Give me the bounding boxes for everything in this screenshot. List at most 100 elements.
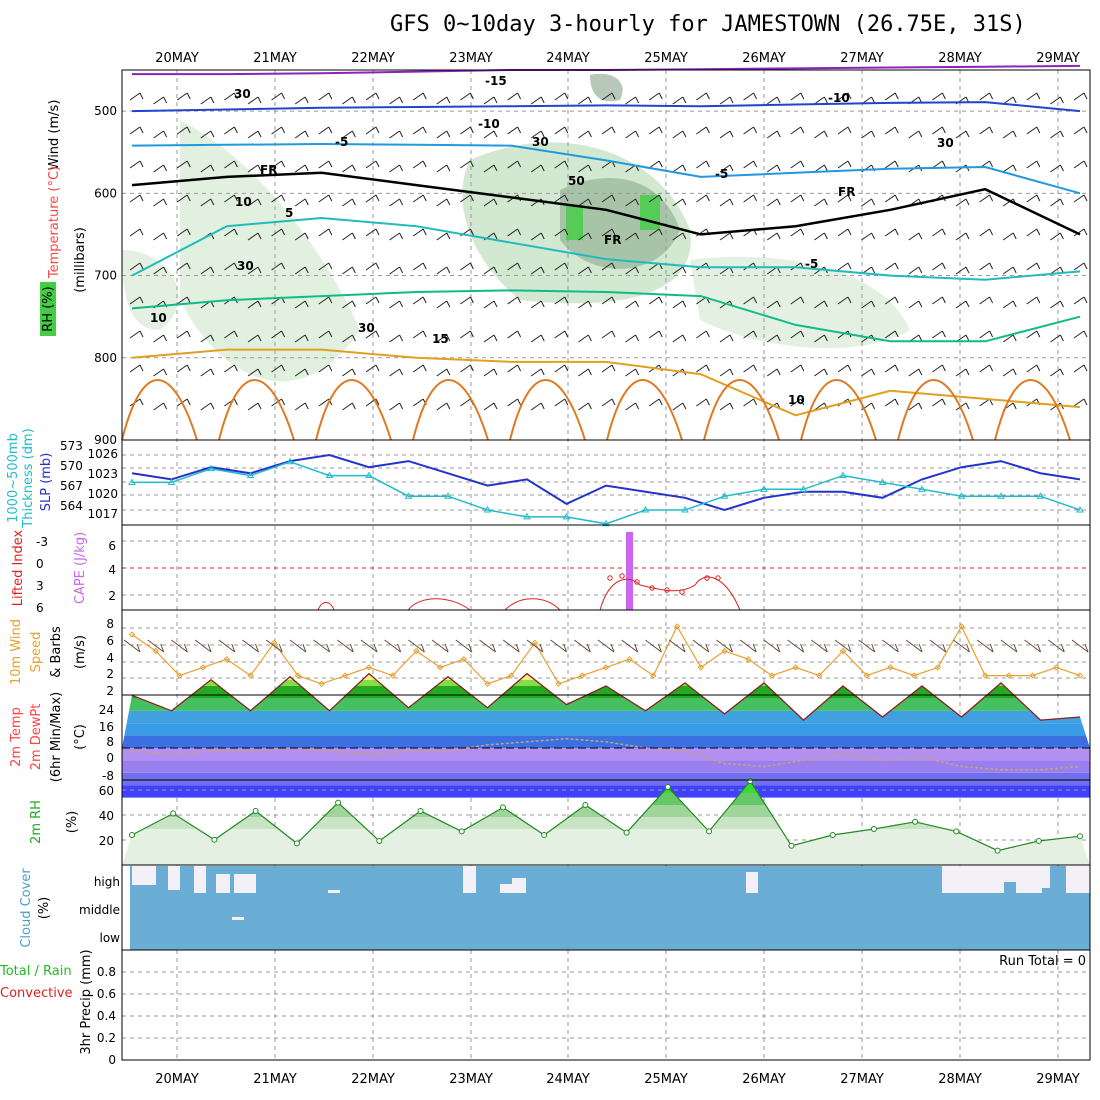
temp-band	[122, 679, 1090, 686]
thickness-marker	[1036, 492, 1045, 499]
cloud-gap	[328, 890, 340, 893]
thickness-marker	[602, 519, 610, 527]
y-tick-left: -3	[36, 535, 48, 549]
temp-band	[122, 723, 1090, 736]
ylabel-2m-dewpt: 2m DewPt	[29, 704, 44, 771]
li-marker	[649, 585, 655, 591]
y-tick-right: 1017	[87, 507, 118, 521]
y-tick: 0.4	[97, 1009, 116, 1023]
rh-marker	[582, 802, 589, 808]
ylabel-2m-rh: 2m RH	[29, 800, 44, 844]
cloud-gap	[216, 874, 230, 893]
rh-legend-box	[40, 282, 56, 336]
rh-shade	[180, 120, 360, 382]
ylabel-slp: SLP (mb)	[39, 453, 54, 512]
cloud-gap	[746, 872, 758, 893]
rh-shade	[690, 256, 910, 349]
y-tick: 800	[94, 351, 117, 365]
ylabel-cloud-cover: Cloud Cover	[19, 868, 34, 948]
temp-band	[122, 710, 1090, 724]
thickness-marker	[760, 485, 768, 492]
contour-label: 15	[432, 332, 449, 346]
y-tick: 600	[94, 186, 117, 200]
rh-marker	[211, 836, 218, 843]
date-label-bottom: 27MAY	[840, 1072, 884, 1087]
y-tick: 2	[106, 684, 114, 698]
thickness-marker	[799, 485, 808, 492]
li-marker	[619, 573, 625, 579]
rh-marker	[953, 828, 960, 835]
thickness-marker	[483, 506, 492, 513]
ylabel-barbs: & Barbs	[49, 626, 64, 678]
y-tick: 8	[106, 735, 114, 749]
wind-speed-marker	[152, 647, 159, 655]
thickness-marker	[246, 471, 255, 479]
cloud-gap	[463, 866, 476, 893]
y-tick: 500	[94, 104, 117, 118]
ylabel-convective: Convective	[0, 986, 73, 1001]
rh-marker	[417, 808, 424, 814]
date-label-top: 23MAY	[449, 51, 493, 66]
y-tick-right: 6	[108, 539, 116, 553]
date-label-top: 21MAY	[253, 51, 297, 66]
rh-marker	[747, 778, 754, 784]
y-tick-left: 0	[36, 557, 44, 571]
isotherm-15	[131, 348, 1081, 417]
thickness-marker	[878, 478, 887, 485]
cloud-gap	[1016, 866, 1042, 893]
wind-speed-marker	[531, 639, 539, 647]
ylabel-lifted-index: Lifted Index	[11, 529, 26, 606]
y-tick: 0.6	[97, 987, 116, 1001]
panel-frame	[121, 949, 1091, 1061]
contour-label: 30	[237, 259, 254, 273]
ylabel-thickness-2: Thickness (dm)	[21, 428, 36, 528]
ylabel-thickness-1: 1000~500mb	[6, 433, 21, 523]
wind-speed-marker	[579, 672, 586, 679]
date-label-bottom: 23MAY	[449, 1072, 493, 1087]
rh-marker	[788, 842, 795, 849]
wind-speed-marker	[626, 655, 633, 663]
wind-speed-marker	[816, 672, 823, 679]
wind-speed-marker	[1053, 664, 1060, 671]
isotherm-FR	[131, 171, 1081, 236]
dewpt-band	[122, 785, 1090, 798]
li-marker	[664, 587, 670, 593]
run-total-label: Run Total = 0	[999, 954, 1086, 969]
rh-marker	[499, 804, 506, 811]
thickness-marker	[523, 512, 531, 520]
wind-speed-marker	[460, 655, 468, 663]
wind-speed-marker	[436, 664, 444, 671]
contour-label: 5	[285, 206, 293, 220]
y-tick-left: 3	[36, 579, 44, 593]
cloud-gap	[194, 866, 206, 893]
y-tick: 0	[108, 1053, 116, 1067]
contour-label: 30	[532, 135, 549, 149]
rh-marker	[623, 829, 630, 836]
y-tick-left: 564	[60, 499, 83, 513]
contour-label: -10	[828, 91, 850, 105]
cloud-gap	[512, 878, 526, 893]
rh-shade	[590, 73, 623, 102]
wind10-barbs	[123, 639, 1089, 653]
y-tick-left: 567	[60, 479, 83, 493]
rh-marker	[335, 799, 342, 806]
thickness-marker	[167, 478, 176, 485]
wind-speed-marker	[981, 672, 989, 679]
lifted-index-line	[317, 576, 741, 611]
contour-label: FR	[260, 163, 277, 177]
rh-marker	[458, 828, 465, 835]
wind-speed-marker	[1029, 672, 1036, 679]
date-label-bottom: 22MAY	[351, 1072, 395, 1087]
y-tick: 16	[99, 720, 114, 734]
date-label-bottom: 26MAY	[742, 1072, 786, 1087]
wind-speed-marker	[958, 623, 965, 630]
li-marker	[607, 575, 613, 581]
li-marker	[704, 575, 710, 581]
date-label-top: 22MAY	[351, 51, 395, 66]
wind-speed-marker	[602, 664, 610, 671]
y-tick: 0	[106, 751, 114, 765]
contour-label: 30	[234, 87, 251, 101]
contour-label: -5	[335, 135, 348, 149]
y-tick: 900	[94, 433, 117, 447]
rh-shade	[640, 195, 660, 230]
